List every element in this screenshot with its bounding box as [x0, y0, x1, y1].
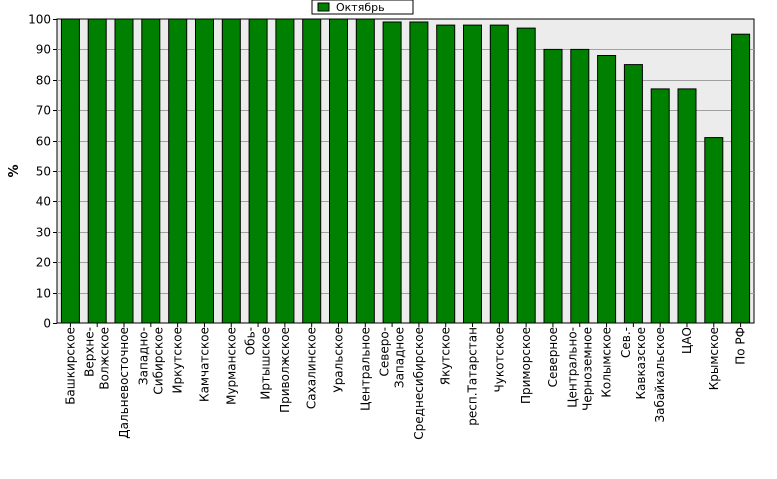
- x-tick-label: Центральное: [358, 327, 372, 411]
- x-tick-label: Крымское: [707, 327, 721, 390]
- bar[interactable]: [275, 18, 295, 324]
- bar[interactable]: [141, 18, 161, 324]
- x-tick-label: Приволжское: [278, 327, 292, 413]
- bar[interactable]: [60, 18, 80, 324]
- x-tick-label: Сев.-: [619, 327, 633, 358]
- bar[interactable]: [195, 18, 214, 324]
- bar[interactable]: [248, 18, 268, 324]
- x-tick-label: Иртышское: [259, 327, 273, 400]
- y-tick-label: 100: [28, 13, 51, 27]
- bar[interactable]: [597, 55, 617, 324]
- x-tick-label: Дальневосточное: [117, 327, 131, 439]
- y-tick-label: 90: [36, 43, 51, 57]
- bar[interactable]: [87, 18, 107, 324]
- x-tick-label: Сахалинское: [305, 327, 319, 409]
- x-tick-label: Приморское: [519, 327, 533, 404]
- y-tick-label: 70: [36, 104, 51, 118]
- bar[interactable]: [543, 48, 563, 324]
- x-tick-label: Обь-: [244, 327, 258, 355]
- x-tick-label: Западно-: [136, 327, 150, 385]
- x-tick-label: Западное: [393, 327, 407, 388]
- bars: [60, 18, 751, 324]
- x-tick-label: Мурманское: [224, 327, 238, 405]
- legend-label: Октябрь: [336, 1, 385, 14]
- x-tick-label: Черноземное: [580, 327, 594, 411]
- bar[interactable]: [436, 24, 456, 324]
- bar[interactable]: [704, 137, 724, 324]
- legend-box: [311, 0, 414, 15]
- x-tick-label: Чукотское: [492, 327, 506, 392]
- y-tick-label: 0: [43, 317, 51, 331]
- bar[interactable]: [355, 18, 375, 324]
- x-tick-label: Камчатское: [197, 327, 211, 402]
- bar[interactable]: [302, 18, 322, 324]
- y-axis-label: %: [7, 164, 22, 177]
- bar[interactable]: [516, 27, 536, 324]
- bar[interactable]: [650, 88, 670, 324]
- y-tick-label: 30: [36, 226, 51, 240]
- bar[interactable]: [623, 64, 643, 324]
- x-tick-label: Якутское: [439, 327, 453, 385]
- x-tick-label: респ.Татарстан: [466, 327, 480, 426]
- bar[interactable]: [489, 24, 509, 324]
- x-tick-label: Иркутское: [171, 327, 185, 394]
- y-tick-label: 10: [36, 287, 51, 301]
- x-tick-label: Забайкальское: [653, 327, 667, 423]
- bar[interactable]: [221, 18, 241, 324]
- bar[interactable]: [463, 24, 482, 324]
- y-tick-label: 60: [36, 135, 51, 149]
- bar[interactable]: [677, 88, 697, 324]
- x-tick-label: Верхне-: [83, 327, 97, 377]
- y-tick-label: 40: [36, 195, 51, 209]
- x-tick-label: Башкирское: [63, 327, 77, 405]
- x-tick-label: Кавказское: [634, 327, 648, 400]
- x-tick-label: Центрально-: [565, 327, 579, 408]
- bar[interactable]: [409, 21, 429, 324]
- x-axis: Башкирское Верхне- Волжское Дальневосточное…: [63, 323, 748, 440]
- legend-swatch: [317, 2, 330, 12]
- x-tick-label: Среднесибирское: [412, 327, 426, 440]
- y-tick-label: 50: [36, 165, 51, 179]
- legend[interactable]: Октябрь: [311, 0, 414, 15]
- x-tick-label: Уральское: [331, 327, 345, 393]
- x-tick-label: По РФ: [734, 327, 748, 365]
- x-tick-label: Сибирское: [151, 327, 165, 395]
- x-tick-label: Колымское: [600, 327, 614, 398]
- x-tick-label: Северное: [546, 327, 560, 387]
- y-tick-label: 80: [36, 74, 51, 88]
- bar[interactable]: [114, 18, 134, 324]
- x-tick-label: Северо-: [378, 327, 392, 377]
- x-tick-label: Волжское: [98, 327, 112, 390]
- bar[interactable]: [382, 21, 402, 324]
- y-tick-label: 20: [36, 256, 51, 270]
- x-tick-label: ЦАО: [680, 327, 694, 354]
- bar[interactable]: [329, 18, 348, 324]
- bar[interactable]: [168, 18, 188, 324]
- bar[interactable]: [570, 48, 590, 324]
- y-axis: 0 10 20 30 40 50 60 70 80 90 100: [28, 13, 57, 331]
- bar[interactable]: [731, 33, 751, 324]
